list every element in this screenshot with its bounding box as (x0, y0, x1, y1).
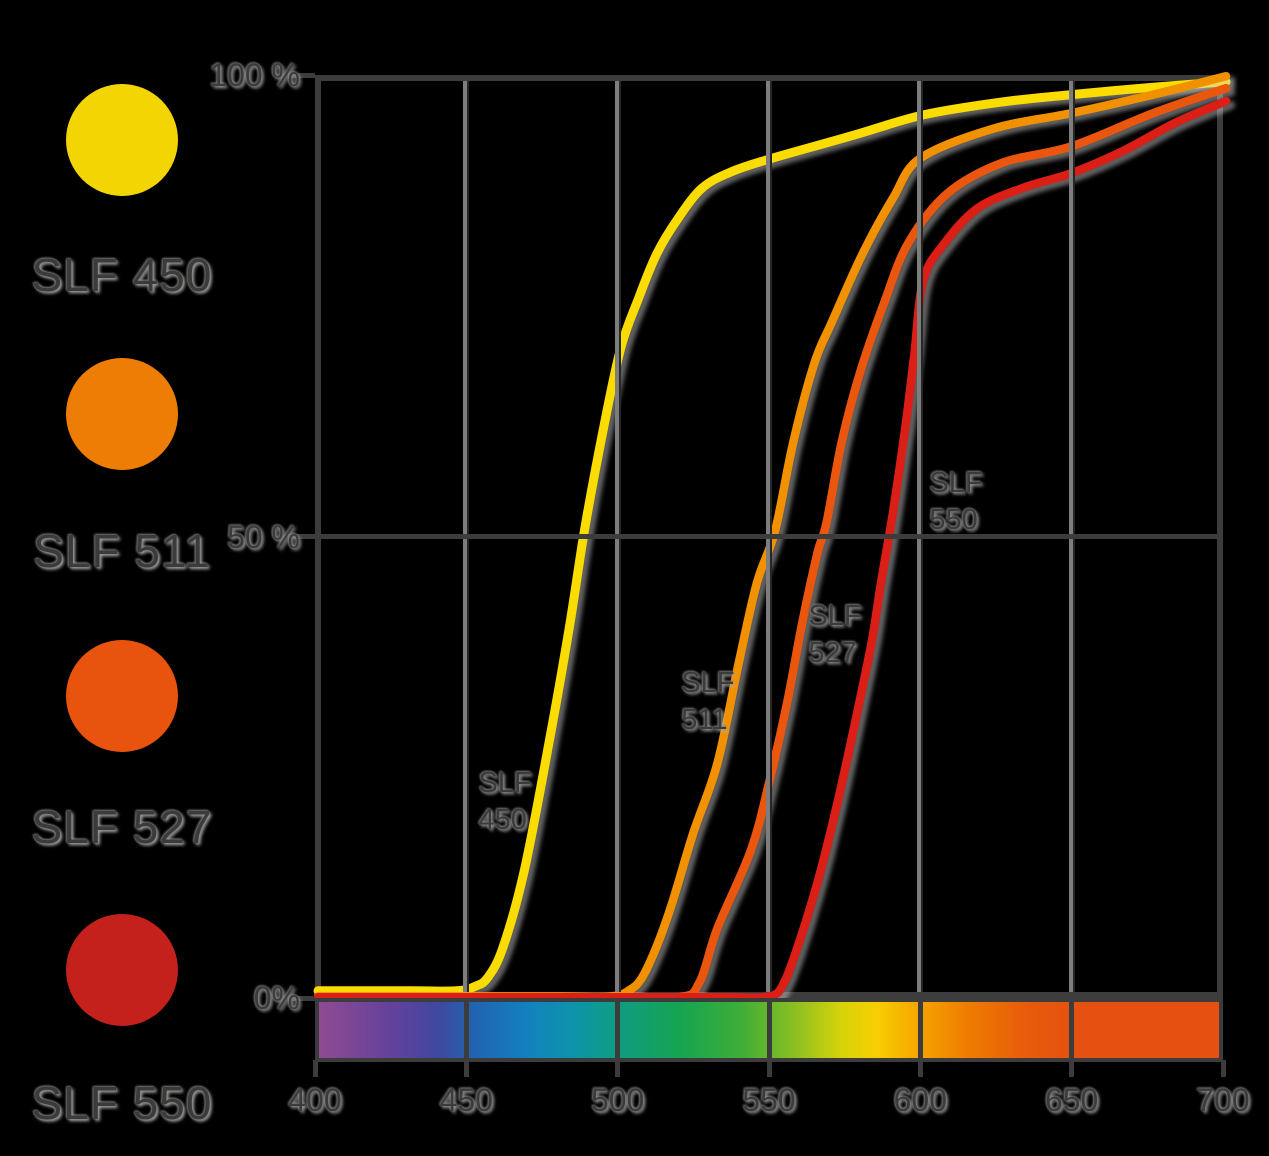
curve-label-slf-550: SLF 550 (929, 467, 983, 537)
legend-swatch-slf-450 (66, 84, 178, 196)
y-tick-label-50: 50 % (227, 518, 300, 555)
transmission-curves (313, 71, 1231, 1003)
curve-slf-450 (313, 77, 1231, 996)
curve-label-slf-527: SLF 527 (808, 600, 862, 670)
bar-separator-500nm (615, 1002, 621, 1058)
bar-separator-550nm (766, 1002, 772, 1058)
y-tick-50 (288, 534, 315, 539)
x-tick-500 (615, 1060, 621, 1077)
legend-swatch-slf-511 (66, 358, 178, 470)
y-tick-label-100: 100 % (209, 57, 300, 93)
legend-swatch-slf-550 (66, 914, 178, 1026)
y-tick-label-0: 0% (253, 980, 300, 1016)
x-tick-600 (917, 1060, 923, 1077)
x-tick-label-600: 600 (893, 1082, 948, 1118)
x-tick-label-650: 650 (1044, 1082, 1099, 1118)
bar-separator-600nm (917, 1002, 923, 1058)
bar-separator-650nm (1069, 1002, 1075, 1058)
curve-label-slf-450: SLF 450 (478, 767, 532, 837)
plot-area: SLF 450 SLF 511 SLF 527 SLF 550 (313, 71, 1231, 1003)
x-tick-label-500: 500 (590, 1082, 645, 1118)
curve-label-slf-511: SLF 511 (681, 666, 735, 736)
x-tick-label-550: 550 (742, 1082, 796, 1118)
legend-label: SLF 550 (31, 1077, 213, 1129)
x-tick-label-400: 400 (288, 1082, 342, 1118)
x-tick-650 (1069, 1060, 1075, 1077)
x-tick-400 (312, 1060, 318, 1077)
bar-separator-450nm (463, 1002, 469, 1058)
legend-swatch-slf-527 (66, 640, 178, 752)
x-tick-450 (463, 1060, 469, 1077)
x-tick-label-700: 700 (1196, 1082, 1250, 1118)
legend-label: SLF 450 (31, 249, 213, 301)
x-tick-700 (1220, 1060, 1226, 1077)
gridline-50pct (321, 534, 1217, 539)
legend-label: SLF 527 (31, 801, 213, 853)
curve-slf-550 (313, 96, 1231, 1002)
y-tick-0 (288, 995, 315, 1001)
y-tick-100 (288, 72, 315, 78)
x-tick-label-450: 450 (439, 1082, 494, 1118)
legend-label: SLF 511 (33, 525, 211, 577)
x-tick-550 (766, 1060, 772, 1077)
spectrum-color-bar (315, 998, 1223, 1062)
